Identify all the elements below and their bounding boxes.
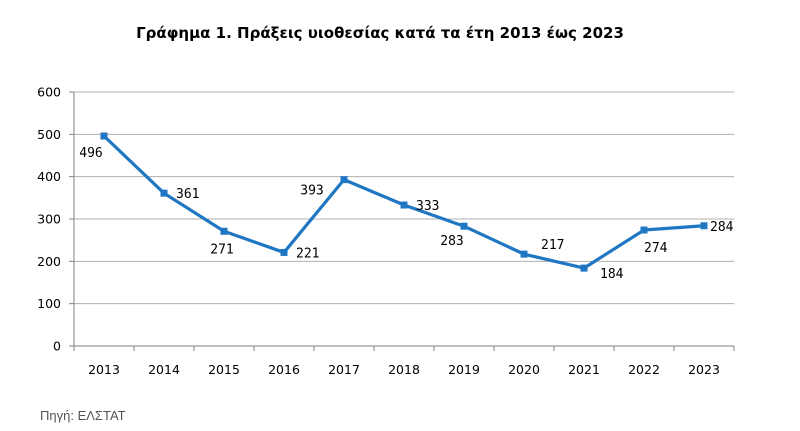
axes [69,91,735,351]
data-point [100,132,108,140]
x-tick-label: 2018 [388,362,420,377]
x-tick-label: 2015 [208,362,240,377]
x-tick-label: 2016 [268,362,300,377]
chart-title: Γράφημα 1. Πράξεις υιοθεσίας κατά τα έτη… [136,24,624,42]
data-label: 393 [300,184,323,199]
data-label: 333 [416,199,439,214]
x-tick-label: 2019 [448,362,480,377]
source-note: Πηγή: ΕΛΣΤΑΤ [40,408,126,423]
data-point [160,189,168,197]
data-label: 221 [296,246,319,261]
y-tick-label: 300 [37,212,61,227]
x-tick-label: 2020 [508,362,540,377]
data-point [640,226,648,234]
data-label: 217 [541,238,564,253]
data-point [580,264,588,272]
data-label: 274 [644,241,668,256]
data-label: 284 [710,220,734,235]
y-tick-label: 200 [37,254,61,269]
y-tick-labels: 0 100 200 300 400 500 600 [37,85,61,354]
y-tick-label: 500 [37,127,61,142]
data-point [280,248,288,256]
x-tick-label: 2022 [628,362,660,377]
x-tick-label: 2014 [148,362,180,377]
x-tick-label: 2017 [328,362,360,377]
data-label: 283 [440,234,463,249]
y-tick-label: 600 [37,85,61,100]
y-tick-label: 100 [37,296,61,311]
x-tick-labels: 2013 2014 2015 2016 2017 2018 2019 2020 2021 2022… [88,362,720,377]
data-point [520,250,528,258]
data-point [340,176,348,184]
x-tick-label: 2013 [88,362,120,377]
gridlines [74,91,734,305]
y-tick-label: 0 [53,339,61,354]
data-point [460,222,468,230]
data-label: 496 [79,146,102,161]
data-label: 361 [176,187,199,202]
data-points [100,132,708,272]
data-label: 184 [600,267,624,282]
x-tick-label: 2023 [688,362,720,377]
data-labels: 496 361 271 221 393 333 283 217 184 274 284 [79,146,733,282]
y-tick-label: 400 [37,169,61,184]
data-point [400,201,408,209]
x-tick-label: 2021 [568,362,600,377]
data-label: 271 [210,242,233,257]
data-point [700,222,708,230]
data-point [220,227,228,235]
